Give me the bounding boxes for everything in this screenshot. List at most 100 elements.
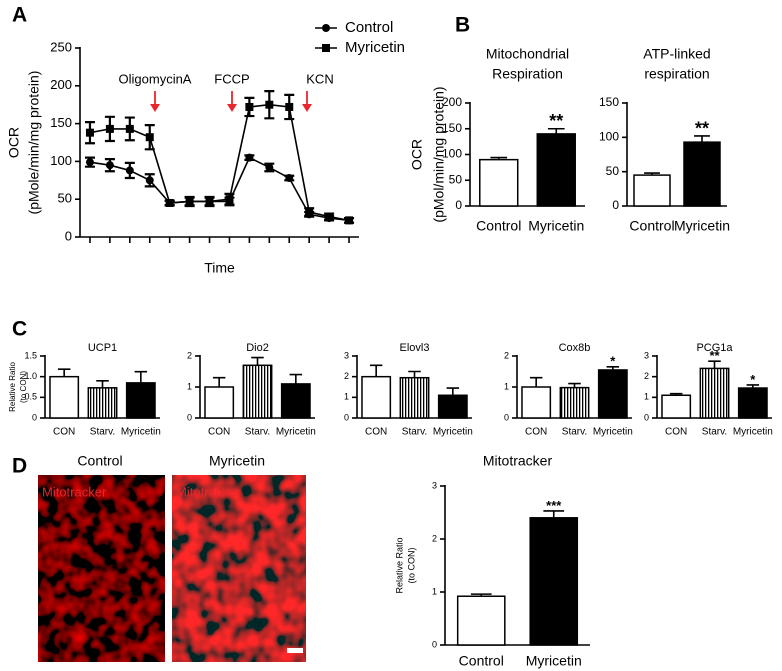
- x-tick-label: CON: [208, 427, 230, 438]
- marker: [145, 176, 154, 185]
- marker: [105, 124, 114, 133]
- stain-label: Mitotracker: [176, 484, 241, 499]
- y-axis-label: OCR: [409, 139, 425, 170]
- x-tick-label: Myricetin: [433, 427, 473, 438]
- chart-title: Elovl3: [400, 342, 430, 354]
- y-tick-label: 2: [344, 371, 349, 381]
- error-bar: [212, 376, 226, 387]
- y-tick-label: 1: [644, 392, 649, 402]
- bar: [737, 387, 768, 419]
- y-tick-label: 1: [344, 392, 349, 402]
- y-tick-label: 50: [606, 164, 620, 178]
- x-tick-label: Myricetin: [276, 427, 316, 438]
- micrograph-title: Myricetin: [209, 453, 265, 469]
- chart-title: PCG1a: [696, 342, 733, 354]
- x-tick-label: Starv.: [702, 427, 727, 438]
- significance: **: [549, 111, 563, 131]
- marker: [265, 163, 274, 172]
- x-tick-label: Myricetin: [593, 427, 633, 438]
- scale-bar: [287, 648, 303, 653]
- marker: [305, 208, 314, 217]
- bar: [559, 386, 590, 419]
- marker: [285, 174, 294, 183]
- error-bar: [369, 364, 383, 377]
- y-tick-label: 150: [442, 121, 462, 135]
- error-bar: [57, 368, 71, 377]
- chart-title: Dio2: [246, 342, 269, 354]
- y-tick-label: 0: [644, 412, 649, 422]
- error-bar: [96, 380, 109, 388]
- x-axis-label: Time: [204, 260, 235, 276]
- y-tick-label: 3: [432, 480, 437, 490]
- y-axis-label: Relative Ratio: [394, 537, 404, 593]
- marker: [125, 166, 134, 175]
- panel-label: A: [12, 4, 27, 27]
- legend-marker: [322, 24, 330, 32]
- bar: [87, 387, 118, 419]
- marker: [245, 153, 254, 162]
- y-tick-label: 0: [187, 412, 192, 422]
- marker: [345, 216, 354, 225]
- x-tick-label: Starv.: [402, 427, 427, 438]
- y-tick-label: 250: [50, 39, 72, 54]
- bar: [49, 375, 80, 419]
- bar: [242, 364, 273, 419]
- legend-marker: [322, 44, 330, 52]
- panel-label: C: [12, 318, 27, 341]
- x-tick-label: Myricetin: [733, 427, 773, 438]
- marker: [85, 128, 94, 137]
- y-tick-label: 200: [442, 95, 462, 109]
- bar: [699, 367, 730, 419]
- bar: [456, 595, 506, 646]
- stain-label: Mitotracker: [42, 484, 107, 499]
- y-tick-label: 0: [455, 198, 462, 212]
- y-tick-label: 1.0: [24, 371, 37, 381]
- y-tick-label: 2: [432, 533, 437, 543]
- bar: [536, 133, 576, 207]
- legend-label: Control: [345, 19, 393, 36]
- x-tick-label: Starv.: [245, 427, 270, 438]
- bar: [521, 386, 552, 419]
- y-axis-label: (pMol/min/mg protein): [431, 86, 447, 222]
- x-tick-label: Myricetin: [674, 218, 730, 234]
- bar: [661, 394, 692, 419]
- y-axis-label: Relative Ratio: [8, 362, 17, 412]
- x-tick-label: Control: [476, 218, 521, 234]
- marker: [105, 161, 114, 170]
- y-tick-label: 3: [644, 350, 649, 360]
- legend-label: Myricetin: [345, 39, 405, 56]
- chart-title: respiration: [644, 66, 709, 82]
- panel-label: B: [455, 14, 470, 37]
- bar: [597, 369, 628, 419]
- chart-title: Cox8b: [559, 342, 591, 354]
- x-tick-label: Myricetin: [526, 653, 582, 669]
- bar: [361, 375, 392, 419]
- error-bar: [708, 360, 721, 369]
- y-tick-label: 0: [65, 228, 72, 243]
- y-tick-label: 50: [58, 191, 72, 206]
- y-tick-label: 200: [50, 77, 72, 92]
- marker: [245, 102, 254, 111]
- x-tick-label: CON: [525, 427, 547, 438]
- y-tick-label: 0: [504, 412, 509, 422]
- y-tick-label: 150: [50, 115, 72, 130]
- bar: [479, 158, 519, 207]
- chart-title: ATP-linked: [643, 46, 710, 62]
- x-tick-label: Myricetin: [528, 218, 584, 234]
- error-bar: [694, 135, 710, 143]
- bar: [399, 376, 430, 419]
- bar: [125, 382, 156, 419]
- significance: **: [695, 118, 709, 138]
- marker: [165, 198, 174, 207]
- y-tick-label: 1.5: [24, 350, 37, 360]
- annotation-arrowhead: [150, 104, 160, 112]
- y-tick-label: 3: [344, 350, 349, 360]
- significance: *: [610, 354, 616, 369]
- marker: [125, 124, 134, 133]
- bar: [280, 383, 311, 419]
- y-axis-label: (to CON): [406, 547, 416, 583]
- error-bar: [543, 510, 565, 518]
- annotation: FCCP: [214, 71, 249, 86]
